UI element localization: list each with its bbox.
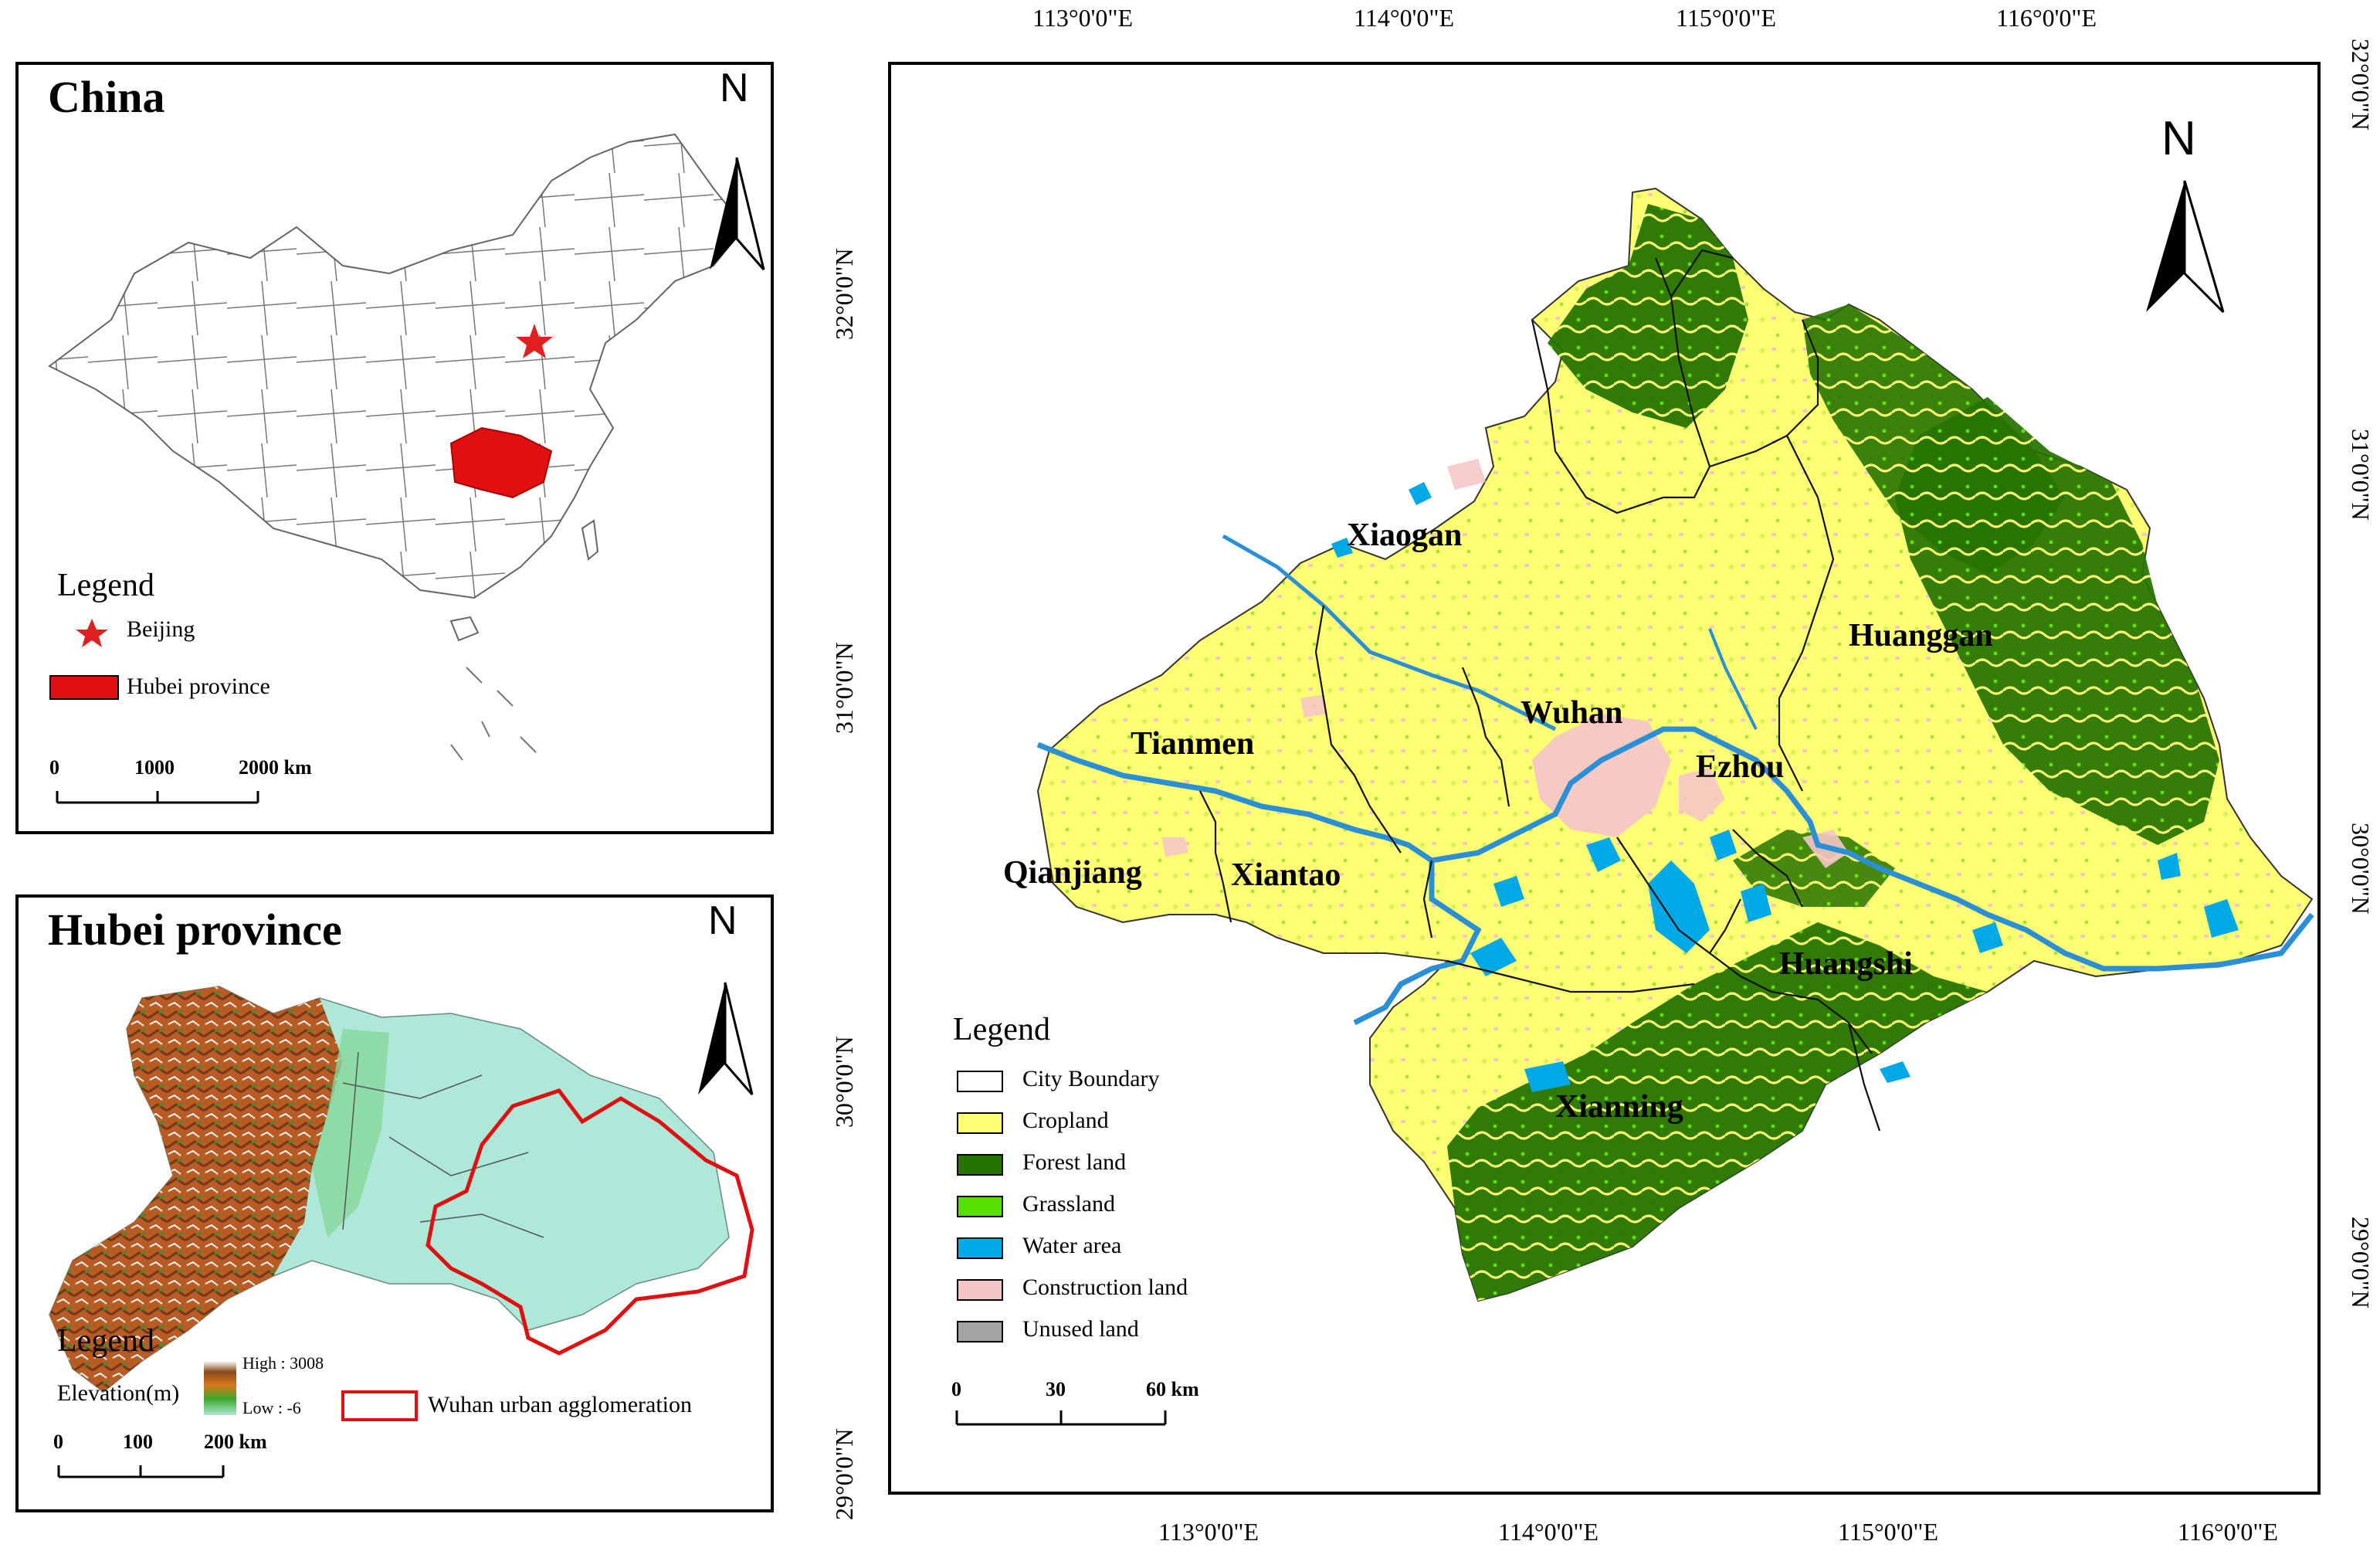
hubei-north-label: N bbox=[708, 898, 737, 943]
left-lat-label-29: 29°0'0"N bbox=[830, 1428, 858, 1520]
legend-hubei-label: Hubei province bbox=[127, 674, 270, 699]
legend-beijing-star-icon bbox=[76, 619, 108, 647]
legend-label-construction: Construction land bbox=[1022, 1275, 1188, 1300]
main-scale-label-1: 30 bbox=[1046, 1378, 1066, 1400]
legend-agglomeration-swatch bbox=[341, 1390, 418, 1421]
china-scale-label-1: 1000 bbox=[134, 756, 175, 779]
main-scale-label-2: 60 km bbox=[1146, 1378, 1199, 1400]
china-north-label: N bbox=[720, 66, 749, 110]
legend-label-cropland: Cropland bbox=[1022, 1108, 1109, 1133]
city-label-xianning: Xianning bbox=[1555, 1089, 1683, 1125]
china-outline-map bbox=[48, 133, 765, 804]
elevation-low-label: Low : -6 bbox=[242, 1398, 301, 1417]
bottom-lon-label-116: 116°0'0"E bbox=[2178, 1518, 2278, 1546]
main-legend-title: Legend bbox=[953, 1012, 1050, 1047]
city-label-tianmen: Tianmen bbox=[1131, 726, 1255, 762]
china-map-panel: China N Legend bbox=[15, 62, 774, 834]
north-arrow-icon bbox=[2146, 180, 2225, 314]
elevation-high-label: High : 3008 bbox=[242, 1353, 324, 1373]
hubei-province-region bbox=[449, 426, 553, 499]
right-lat-label-29: 29°0'0"N bbox=[2347, 1217, 2375, 1309]
china-legend-title: Legend bbox=[57, 568, 154, 603]
legend-label-water: Water area bbox=[1022, 1233, 1122, 1258]
water-bodies bbox=[1331, 482, 2239, 1092]
china-panel-title: China bbox=[48, 72, 165, 122]
main-north-label: N bbox=[2161, 112, 2196, 165]
left-lat-label-32: 32°0'0"N bbox=[830, 248, 858, 340]
china-scale-label-2: 2000 km bbox=[239, 756, 312, 779]
land-use-map bbox=[955, 180, 2314, 1426]
legend-swatch-forest bbox=[957, 1154, 1003, 1176]
main-scalebar bbox=[955, 1410, 1167, 1426]
legend-swatch-construction bbox=[957, 1279, 1003, 1301]
china-scalebar bbox=[56, 791, 259, 804]
city-label-xiaogan: Xiaogan bbox=[1347, 518, 1463, 553]
yangtze-river bbox=[1036, 726, 2314, 972]
city-boundaries bbox=[1199, 249, 1881, 1132]
city-label-qianjiang: Qianjiang bbox=[1003, 855, 1142, 891]
legend-label-grassland: Grassland bbox=[1022, 1191, 1115, 1217]
right-lat-label-30: 30°0'0"N bbox=[2347, 823, 2375, 915]
top-lon-label-113: 113°0'0"E bbox=[1032, 4, 1133, 32]
elevation-label: Elevation(m) bbox=[57, 1380, 180, 1406]
legend-swatch-city-boundary bbox=[957, 1071, 1003, 1092]
hubei-scale-label-1: 100 bbox=[123, 1431, 153, 1453]
right-lat-label-32: 32°0'0"N bbox=[2347, 39, 2375, 131]
bottom-lon-label-113: 113°0'0"E bbox=[1158, 1518, 1259, 1546]
left-lat-label-30: 30°0'0"N bbox=[830, 1036, 858, 1128]
legend-beijing-label: Beijing bbox=[127, 616, 195, 642]
top-lon-label-114: 114°0'0"E bbox=[1354, 4, 1454, 32]
hubei-map-panel: Hubei province bbox=[15, 894, 774, 1512]
legend-swatch-cropland bbox=[957, 1112, 1003, 1134]
left-lat-label-31: 31°0'0"N bbox=[830, 642, 858, 734]
hubei-scale-label-0: 0 bbox=[53, 1431, 63, 1453]
city-label-xiantao: Xiantao bbox=[1231, 857, 1341, 893]
beijing-star-icon bbox=[516, 324, 553, 358]
agglomeration-label: Wuhan urban agglomeration bbox=[428, 1392, 693, 1417]
right-lat-label-31: 31°0'0"N bbox=[2347, 429, 2375, 521]
legend-swatch-water bbox=[957, 1237, 1003, 1259]
legend-hubei-swatch bbox=[49, 675, 119, 700]
city-label-huanggan: Huanggan bbox=[1849, 618, 1993, 653]
legend-label-forest: Forest land bbox=[1022, 1149, 1127, 1175]
bottom-lon-label-115: 115°0'0"E bbox=[1838, 1518, 1938, 1546]
china-scale-label-0: 0 bbox=[49, 756, 59, 779]
legend-label-city-boundary: City Boundary bbox=[1022, 1066, 1160, 1091]
hubei-legend-title: Legend bbox=[57, 1323, 154, 1359]
legend-label-unused: Unused land bbox=[1022, 1316, 1139, 1342]
north-arrow-icon bbox=[698, 982, 754, 1095]
hubei-scale-label-2: 200 km bbox=[204, 1431, 267, 1453]
bottom-lon-label-114: 114°0'0"E bbox=[1498, 1518, 1599, 1546]
hubei-panel-title: Hubei province bbox=[48, 905, 342, 955]
elevation-ramp bbox=[204, 1361, 236, 1415]
city-label-wuhan: Wuhan bbox=[1521, 695, 1623, 731]
legend-swatch-grassland bbox=[957, 1196, 1003, 1217]
city-label-ezhou: Ezhou bbox=[1696, 749, 1785, 785]
land-use-map-panel: N Xiaogan Huanggan Wuhan Tianmen Ezhou Q… bbox=[888, 62, 2321, 1495]
city-label-huangshi: Huangshi bbox=[1779, 946, 1913, 982]
hubei-elevation-map bbox=[49, 982, 754, 1478]
wuhan-agglomeration-outline bbox=[425, 1088, 754, 1356]
north-arrow-icon bbox=[710, 157, 765, 270]
main-scale-label-0: 0 bbox=[951, 1378, 961, 1400]
top-lon-label-115: 115°0'0"E bbox=[1676, 4, 1776, 32]
hubei-scalebar bbox=[57, 1465, 225, 1478]
top-lon-label-116: 116°0'0"E bbox=[1996, 4, 2097, 32]
legend-swatch-unused bbox=[957, 1321, 1003, 1342]
